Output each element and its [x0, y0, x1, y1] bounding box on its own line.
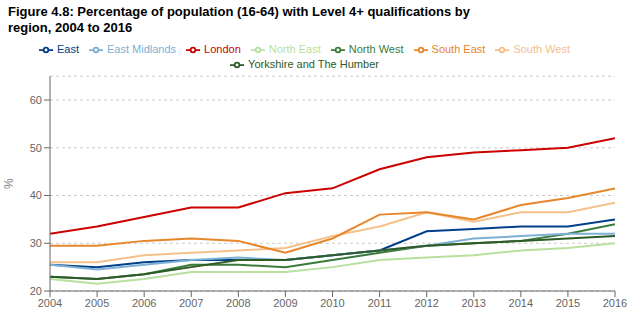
svg-text:2011: 2011 — [368, 297, 392, 309]
html-text:Figure 4.8: Percentage of popu: Figure 4.8: Percentage of population (16… — [8, 4, 470, 35]
html-text:London: London — [204, 43, 241, 55]
svg-text:2004: 2004 — [38, 297, 62, 309]
html-text:East: East — [56, 43, 79, 55]
svg-text:2007: 2007 — [179, 297, 203, 309]
svg-text:2010: 2010 — [320, 297, 344, 309]
html-text:North West: North West — [348, 43, 404, 55]
svg-text:50: 50 — [30, 142, 42, 154]
html-text:Yorkshire and The Humber: Yorkshire and The Humber — [248, 58, 379, 71]
svg-text:2013: 2013 — [462, 297, 486, 309]
html-text:North East: North East — [268, 43, 321, 55]
svg-text:2014: 2014 — [509, 297, 533, 309]
html-text:South East: South East — [431, 43, 486, 55]
html-text:South West: South West — [513, 43, 570, 55]
svg-text:20: 20 — [30, 285, 42, 297]
html-text:East Midlands: East Midlands — [107, 43, 176, 55]
svg-text:2012: 2012 — [414, 297, 438, 309]
svg-text:%: % — [8, 178, 16, 189]
svg-text:2008: 2008 — [226, 297, 250, 309]
svg-text:40: 40 — [30, 189, 42, 201]
svg-text:2005: 2005 — [85, 297, 109, 309]
svg-text:2015: 2015 — [556, 297, 580, 309]
svg-text:2006: 2006 — [132, 297, 156, 309]
svg-text:2016: 2016 — [603, 297, 627, 309]
svg-text:60: 60 — [30, 94, 42, 106]
svg-text:30: 30 — [30, 237, 42, 249]
svg-text:2009: 2009 — [273, 297, 297, 309]
